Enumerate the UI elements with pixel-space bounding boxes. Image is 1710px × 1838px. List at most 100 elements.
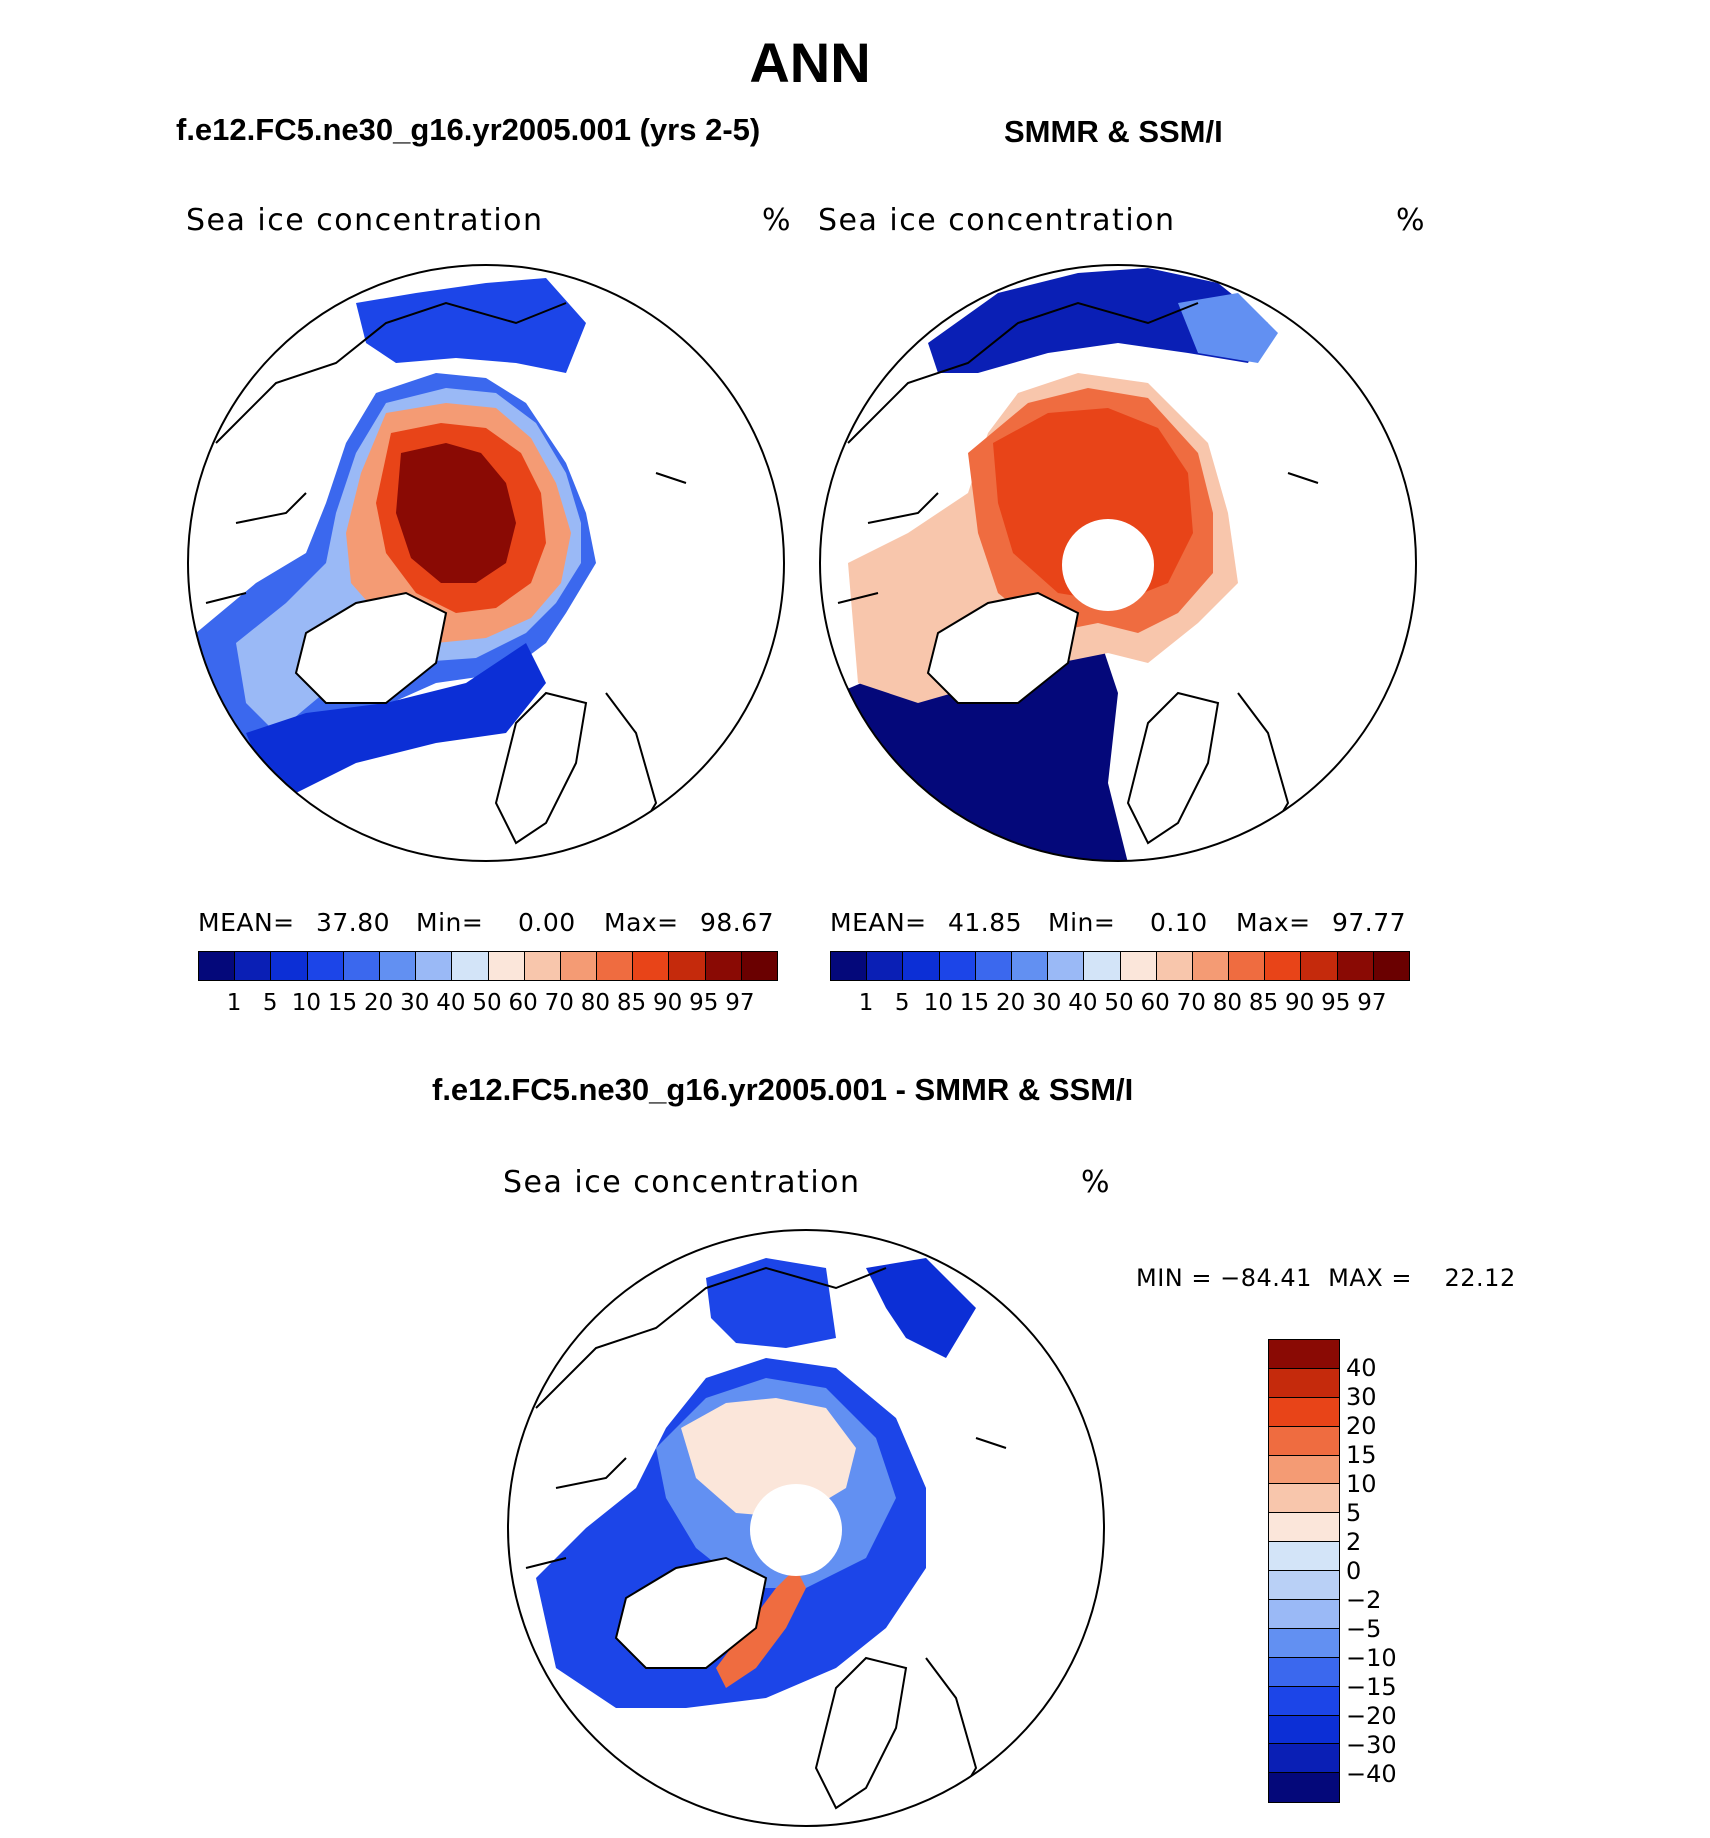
model-mean-value: 37.80: [316, 908, 391, 937]
colorbar-tick-label: 30: [1346, 1383, 1377, 1412]
obs-colorbar-ticks: 1 5 10 15 20 30 40 50 60 70 80 85 90 95 97: [830, 990, 1408, 1020]
obs-map: [819, 264, 1417, 862]
obs-mean-value: 41.85: [948, 908, 1023, 937]
model-scandinavia-land: [494, 691, 588, 845]
colorbar-tick-label: 10: [923, 990, 954, 1016]
colorbar-tick-label: 20: [995, 990, 1026, 1016]
colorbar-swatch: [379, 952, 417, 980]
obs-min-label: Min=: [1048, 908, 1116, 937]
colorbar-swatch: [560, 952, 598, 980]
model-colorbar: [198, 951, 778, 981]
colorbar-swatch: [235, 952, 272, 980]
obs-variable-label: Sea ice concentration: [818, 203, 1176, 238]
colorbar-tick-label: −10: [1346, 1644, 1397, 1673]
colorbar-tick-label: 1: [858, 990, 874, 1016]
colorbar-tick-label: −40: [1346, 1760, 1397, 1789]
colorbar-tick-label: 15: [959, 990, 990, 1016]
model-max-value: 98.67: [700, 908, 775, 937]
colorbar-tick-label: 0: [1346, 1557, 1362, 1586]
colorbar-swatch: [1269, 1657, 1339, 1687]
colorbar-swatch: [271, 952, 308, 980]
colorbar-swatch: [1269, 1628, 1339, 1658]
colorbar-tick-label: 85: [1248, 990, 1279, 1016]
colorbar-swatch: [343, 952, 380, 980]
colorbar-tick-label: 70: [544, 990, 574, 1016]
model-panel-title: f.e12.FC5.ne30_g16.yr2005.001 (yrs 2-5): [176, 112, 761, 147]
colorbar-tick-label: 97: [725, 990, 755, 1016]
obs-pacific-edge: [1178, 293, 1278, 363]
colorbar-swatch: [1269, 1340, 1339, 1369]
colorbar-tick-label: 97: [1357, 990, 1387, 1016]
obs-panel-title: SMMR & SSM/I: [1004, 114, 1223, 149]
colorbar-swatch: [1269, 1744, 1339, 1774]
colorbar-swatch: [705, 952, 742, 980]
obs-max-value: 97.77: [1332, 908, 1407, 937]
colorbar-tick-label: 40: [436, 990, 466, 1016]
diff-panel-title: f.e12.FC5.ne30_g16.yr2005.001 - SMMR & S…: [432, 1072, 1134, 1107]
obs-greenland-land: [926, 591, 1080, 704]
colorbar-swatch: [1269, 1686, 1339, 1716]
colorbar-tick-label: 30: [1032, 990, 1062, 1016]
obs-pacific-ice: [928, 268, 1268, 373]
colorbar-swatch: [307, 952, 344, 980]
colorbar-swatch: [1269, 1484, 1339, 1514]
model-pacific-ice: [356, 278, 586, 373]
colorbar-tick-label: 85: [616, 990, 647, 1016]
colorbar-swatch: [597, 952, 634, 980]
colorbar-tick-label: −15: [1346, 1673, 1397, 1702]
colorbar-tick-label: 90: [652, 990, 683, 1016]
model-mean-label: MEAN=: [198, 908, 295, 937]
diff-pacific-neg: [706, 1258, 836, 1348]
model-greenland-land: [294, 591, 448, 704]
obs-min-value: 0.10: [1150, 908, 1208, 937]
colorbar-swatch: [1192, 952, 1230, 980]
colorbar-swatch: [1156, 952, 1193, 980]
colorbar-tick-label: 1: [226, 990, 242, 1016]
obs-colorbar: [830, 951, 1410, 981]
diff-pos-streak: [716, 1568, 806, 1688]
model-units-label: %: [762, 203, 793, 238]
diff-variable-label: Sea ice concentration: [503, 1165, 861, 1200]
colorbar-swatch: [416, 952, 453, 980]
colorbar-swatch: [1269, 1426, 1339, 1456]
model-atlantic-ice: [246, 643, 546, 803]
model-min-label: Min=: [416, 908, 484, 937]
colorbar-swatch: [1269, 1600, 1339, 1629]
diff-bering-neg: [866, 1258, 976, 1358]
obs-mean-label: MEAN=: [830, 908, 927, 937]
obs-coastline: [837, 301, 1319, 854]
colorbar-tick-label: 60: [1140, 990, 1170, 1016]
colorbar-swatch: [1048, 952, 1085, 980]
model-coastline: [205, 301, 687, 854]
diff-scandinavia-land: [814, 1656, 908, 1810]
model-colorbar-ticks: 1 5 10 15 20 30 40 50 60 70 80 85 90 95 97: [198, 990, 776, 1020]
colorbar-tick-label: 5: [1346, 1499, 1362, 1528]
colorbar-tick-label: 50: [1104, 990, 1134, 1016]
colorbar-tick-label: 95: [1321, 990, 1351, 1016]
colorbar-tick-label: 15: [327, 990, 358, 1016]
colorbar-swatch: [1269, 1715, 1339, 1745]
figure-title: ANN: [749, 31, 871, 94]
obs-scandinavia-land: [1126, 691, 1220, 845]
colorbar-tick-label: 80: [580, 990, 611, 1016]
colorbar-tick-label: 5: [262, 990, 278, 1016]
colorbar-tick-label: 10: [291, 990, 322, 1016]
colorbar-swatch: [1269, 1397, 1339, 1427]
colorbar-tick-label: 30: [400, 990, 430, 1016]
colorbar-swatch: [633, 952, 670, 980]
colorbar-swatch: [1265, 952, 1302, 980]
colorbar-tick-label: 5: [894, 990, 910, 1016]
colorbar-tick-label: 15: [1346, 1441, 1377, 1470]
model-min-value: 0.00: [518, 908, 576, 937]
obs-max-label: Max=: [1236, 908, 1311, 937]
colorbar-tick-label: 70: [1176, 990, 1206, 1016]
colorbar-tick-label: −2: [1346, 1586, 1382, 1615]
colorbar-tick-label: −20: [1346, 1702, 1397, 1731]
colorbar-swatch: [831, 952, 868, 980]
colorbar-swatch: [1269, 1542, 1339, 1572]
colorbar-tick-label: 90: [1284, 990, 1315, 1016]
colorbar-tick-label: 80: [1212, 990, 1243, 1016]
colorbar-tick-label: 95: [689, 990, 719, 1016]
colorbar-tick-label: 40: [1068, 990, 1098, 1016]
colorbar-swatch: [1269, 1773, 1339, 1803]
